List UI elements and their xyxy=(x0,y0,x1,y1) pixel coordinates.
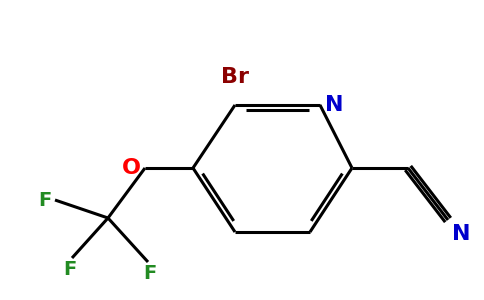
Text: N: N xyxy=(452,224,470,244)
Text: F: F xyxy=(63,260,76,279)
Text: F: F xyxy=(143,264,157,283)
Text: F: F xyxy=(38,190,51,209)
Text: O: O xyxy=(122,158,141,178)
Text: N: N xyxy=(325,95,344,115)
Text: Br: Br xyxy=(221,67,249,87)
